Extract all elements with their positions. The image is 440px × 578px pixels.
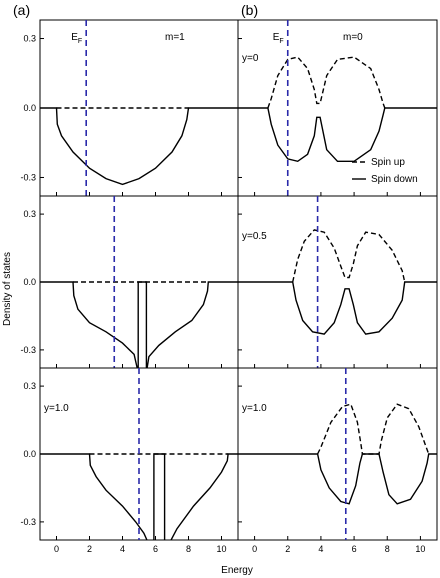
legend: Spin up Spin down xyxy=(352,157,418,185)
spin-down-line xyxy=(238,107,437,163)
legend-label: Spin down xyxy=(371,174,418,185)
y-tick-label: -0.3 xyxy=(20,345,36,355)
x-tick-label: 10 xyxy=(415,544,425,554)
x-tick-label: 4 xyxy=(318,544,323,554)
panel-annotation: y=0.5 xyxy=(242,231,267,242)
x-tick-label: 6 xyxy=(153,544,158,554)
panel-annotation: y=1.0 xyxy=(44,403,69,414)
y-tick-label: 0.0 xyxy=(23,277,36,287)
panel-r1-c1: y=0.5 xyxy=(237,195,438,369)
y-tick-label: 0.0 xyxy=(23,449,36,459)
series-group xyxy=(238,403,437,505)
y-tick-label: 0.3 xyxy=(23,209,36,219)
x-tick-label: 10 xyxy=(216,544,226,554)
x-tick-label: 4 xyxy=(120,544,125,554)
x-tick-label: 0 xyxy=(252,544,257,554)
column-label-a: (a) xyxy=(13,2,30,18)
fermi-label: EF xyxy=(273,32,284,45)
x-tick-label: 2 xyxy=(87,544,92,554)
y-tick-label: -0.3 xyxy=(20,517,36,527)
x-tick-label: 0 xyxy=(54,544,59,554)
panels-group: -0.3 0.0 0.3 EF m=1 -0.3 0.0 0.3 -0.3 0.0 0.3 0 2 4 6 8… xyxy=(20,19,438,554)
x-tick-label: 8 xyxy=(385,544,390,554)
panel-r2-c1: 0 2 4 6 8 10 y=1.0 xyxy=(237,367,438,554)
y-axis-label: Density of states xyxy=(2,252,13,326)
y-tick-label: 0.3 xyxy=(23,381,36,391)
panel-r0-c0: -0.3 0.0 0.3 EF m=1 xyxy=(20,19,239,197)
y-tick-label: 0.3 xyxy=(23,34,36,44)
panel-annotation: y=1.0 xyxy=(242,403,267,414)
x-axis-label: Energy xyxy=(221,565,253,576)
x-tick-label: 8 xyxy=(186,544,191,554)
panel-annotation-2: y=0 xyxy=(242,53,259,64)
spin-down-line xyxy=(40,281,238,368)
x-tick-label: 6 xyxy=(352,544,357,554)
spin-up-line xyxy=(316,403,430,455)
panel-annotation: m=0 xyxy=(343,32,363,43)
series-group xyxy=(238,229,437,335)
spin-down-line xyxy=(238,281,437,335)
legend-label: Spin up xyxy=(371,157,405,168)
spin-down-line xyxy=(40,107,238,186)
panel-annotation: m=1 xyxy=(165,32,185,43)
column-label-b: (b) xyxy=(241,2,258,18)
series-group xyxy=(238,56,437,163)
spin-up-line xyxy=(267,56,386,109)
y-tick-label: -0.3 xyxy=(20,172,36,182)
panel-r2-c0: -0.3 0.0 0.3 0 2 4 6 8 10 y=1.0 xyxy=(20,367,239,554)
panel-r0-c1: EF m=0 y=0 xyxy=(237,19,438,197)
fermi-label: EF xyxy=(71,32,82,45)
x-tick-label: 2 xyxy=(285,544,290,554)
series-group xyxy=(40,281,238,368)
panel-r1-c0: -0.3 0.0 0.3 xyxy=(20,195,239,369)
series-group xyxy=(40,453,238,540)
spin-down-line xyxy=(238,453,437,505)
y-tick-label: 0.0 xyxy=(23,103,36,113)
spin-up-line xyxy=(292,229,406,283)
series-group xyxy=(40,107,238,186)
